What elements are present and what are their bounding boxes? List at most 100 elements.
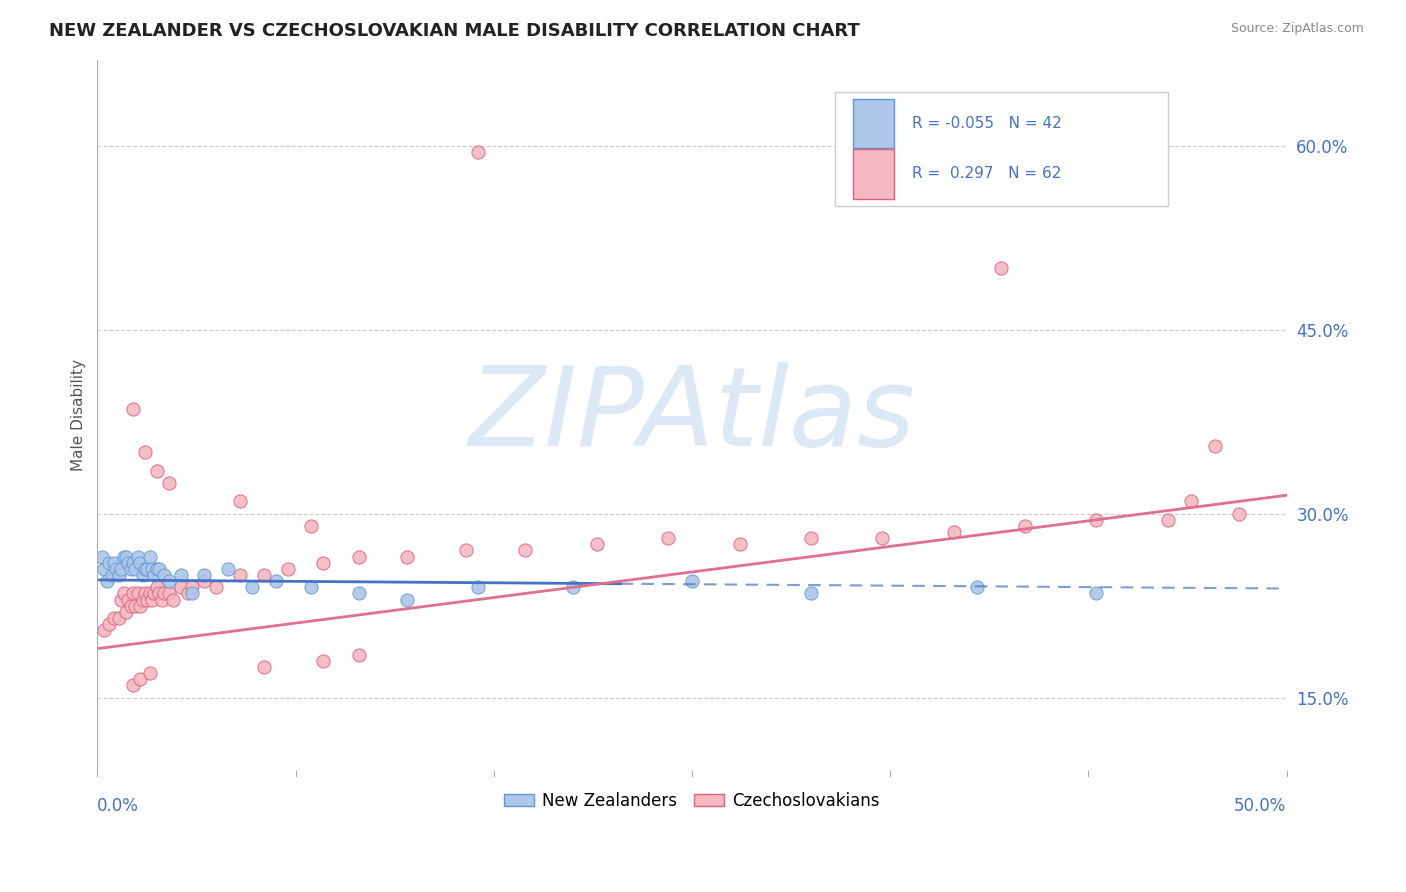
Point <box>1156 513 1178 527</box>
Point <box>1180 494 1202 508</box>
FancyBboxPatch shape <box>852 99 894 148</box>
Point <box>127 586 149 600</box>
Point <box>131 592 153 607</box>
Text: ZIPAtlas: ZIPAtlas <box>468 362 915 469</box>
Point <box>253 660 276 674</box>
Point <box>129 556 152 570</box>
Point <box>162 592 184 607</box>
Point <box>107 611 129 625</box>
Point <box>312 556 335 570</box>
Point <box>150 592 173 607</box>
Point <box>143 568 166 582</box>
Text: 50.0%: 50.0% <box>1234 797 1286 814</box>
Point <box>143 586 166 600</box>
Point <box>253 568 276 582</box>
Point <box>312 654 335 668</box>
Point <box>122 678 145 692</box>
Point <box>120 599 142 613</box>
Point <box>148 562 170 576</box>
Point <box>103 611 125 625</box>
Point <box>181 580 204 594</box>
Point <box>96 574 118 589</box>
Point <box>134 586 156 600</box>
Point <box>122 402 145 417</box>
Point <box>93 562 115 576</box>
Point <box>157 574 180 589</box>
FancyBboxPatch shape <box>852 149 894 199</box>
Point <box>146 580 169 594</box>
Point <box>141 562 163 576</box>
Point <box>153 568 176 582</box>
Point <box>990 261 1012 276</box>
Point <box>395 592 418 607</box>
Point <box>277 562 299 576</box>
Point <box>103 556 125 570</box>
Point <box>153 586 176 600</box>
Point <box>134 445 156 459</box>
Point <box>122 586 145 600</box>
Point <box>105 562 128 576</box>
Point <box>942 524 965 539</box>
Point <box>110 592 132 607</box>
Point <box>107 568 129 582</box>
Point <box>157 475 180 490</box>
Point <box>146 562 169 576</box>
Point <box>467 145 489 159</box>
Point <box>129 599 152 613</box>
Point <box>146 464 169 478</box>
Y-axis label: Male Disability: Male Disability <box>72 359 86 472</box>
Point <box>157 586 180 600</box>
Point <box>1227 507 1250 521</box>
Point <box>229 568 252 582</box>
FancyBboxPatch shape <box>835 92 1167 205</box>
Point <box>1204 439 1226 453</box>
Point <box>141 592 163 607</box>
Point <box>136 562 159 576</box>
Text: Source: ZipAtlas.com: Source: ZipAtlas.com <box>1230 22 1364 36</box>
Point <box>1085 586 1108 600</box>
Point <box>124 599 146 613</box>
Point <box>870 531 893 545</box>
Point <box>1085 513 1108 527</box>
Point <box>264 574 287 589</box>
Point <box>585 537 607 551</box>
Point <box>454 543 477 558</box>
Point <box>131 568 153 582</box>
Point <box>467 580 489 594</box>
Point <box>110 562 132 576</box>
Point <box>115 605 138 619</box>
Point <box>169 580 191 594</box>
Point <box>122 556 145 570</box>
Point <box>136 592 159 607</box>
Point <box>148 586 170 600</box>
Point <box>515 543 537 558</box>
Point <box>138 586 160 600</box>
Point <box>117 592 139 607</box>
Point <box>728 537 751 551</box>
Point <box>800 531 823 545</box>
Point <box>129 673 152 687</box>
Point <box>117 556 139 570</box>
Point <box>100 568 122 582</box>
Point <box>177 586 200 600</box>
Point <box>91 549 114 564</box>
Point <box>1014 519 1036 533</box>
Point <box>169 568 191 582</box>
Point <box>657 531 679 545</box>
Point <box>681 574 703 589</box>
Text: 0.0%: 0.0% <box>97 797 139 814</box>
Text: R = -0.055   N = 42: R = -0.055 N = 42 <box>912 116 1062 131</box>
Point <box>966 580 988 594</box>
Point <box>138 666 160 681</box>
Point <box>112 586 135 600</box>
Point <box>347 586 370 600</box>
Point <box>562 580 585 594</box>
Point <box>138 549 160 564</box>
Point <box>124 562 146 576</box>
Point <box>347 549 370 564</box>
Point <box>299 519 322 533</box>
Point <box>299 580 322 594</box>
Point <box>120 562 142 576</box>
Point <box>205 580 228 594</box>
Point <box>112 549 135 564</box>
